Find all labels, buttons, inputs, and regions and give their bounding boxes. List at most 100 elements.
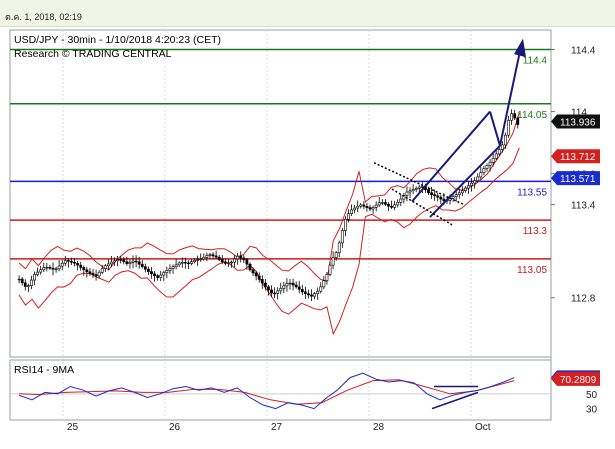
candle-body: [516, 117, 520, 125]
candle-body: [359, 204, 363, 207]
candle-body: [33, 274, 36, 281]
arrow-up-leg: [499, 46, 522, 146]
candle-body: [73, 262, 76, 264]
candle-body: [162, 272, 166, 276]
candle-body: [76, 262, 80, 266]
candle-body: [36, 271, 39, 275]
candle-body: [193, 259, 196, 263]
candle-body: [165, 270, 169, 273]
candle-body: [337, 242, 341, 254]
candle-body: [510, 113, 514, 121]
candle-body: [251, 269, 255, 274]
candle-body: [457, 192, 461, 196]
candle-body: [199, 258, 203, 261]
candle-body: [208, 254, 212, 256]
candle-body: [417, 186, 421, 189]
candle-body: [267, 286, 270, 291]
candle-body: [214, 255, 218, 258]
candle-body: [242, 257, 246, 261]
candle-body: [245, 259, 249, 265]
candle-body: [60, 262, 64, 267]
candle-body: [279, 288, 283, 292]
candle-body: [310, 294, 313, 297]
price-tag-label: 113.936: [560, 117, 596, 128]
candle-body: [430, 192, 433, 195]
candle-body: [70, 261, 73, 263]
price-tag-bg: [551, 114, 600, 129]
candle-body: [482, 168, 486, 173]
candle-body: [436, 195, 440, 198]
y-tick-label: 113.4: [571, 201, 596, 212]
x-tick-label: 26: [169, 422, 181, 433]
candle-body: [380, 202, 384, 204]
candle-body: [500, 144, 504, 150]
candle-body: [411, 189, 415, 192]
candle-body: [273, 292, 277, 295]
candle-body: [17, 278, 21, 281]
candle-body: [131, 260, 135, 263]
candle-body: [177, 262, 181, 266]
candle-body: [26, 285, 30, 287]
candle-body: [374, 204, 378, 208]
channel-lower: [429, 144, 501, 218]
candle-body: [497, 149, 501, 155]
candle-body: [371, 207, 375, 210]
rsi-tick-label: 50: [586, 390, 598, 401]
candle-body: [396, 202, 400, 206]
candle-body: [227, 262, 230, 264]
candle-body: [94, 274, 98, 277]
candle-body: [63, 260, 67, 264]
candle-body: [100, 268, 104, 273]
candle-body: [88, 271, 92, 274]
arrow-down-leg: [489, 111, 501, 146]
candle-body: [433, 194, 437, 197]
candle-body: [322, 280, 326, 288]
candle-body: [113, 260, 116, 263]
candle-body: [325, 274, 329, 281]
candle-body: [82, 267, 86, 271]
rsi-ma-line: [19, 379, 515, 405]
price-panel: [9, 29, 552, 358]
candle-body: [187, 262, 190, 265]
candle-body: [427, 189, 430, 194]
candle-body: [230, 261, 233, 264]
candle-body: [319, 286, 323, 292]
candle-body: [39, 269, 43, 273]
candle-body: [257, 275, 261, 280]
candle-body: [399, 198, 403, 203]
candle-body: [368, 207, 372, 210]
candle-body: [125, 261, 129, 264]
price-tag-bg: [551, 149, 600, 164]
candle-body: [202, 257, 206, 260]
candle-body: [57, 265, 61, 270]
candle-body: [390, 205, 393, 208]
price-candles: [17, 109, 520, 302]
candle-body: [513, 113, 517, 119]
candle-body: [66, 260, 70, 262]
candle-body: [294, 284, 298, 288]
candle-body: [405, 191, 409, 196]
candle-body: [233, 258, 236, 263]
vertical-gridlines: [62, 30, 472, 420]
candle-body: [285, 283, 289, 287]
candle-body: [460, 190, 464, 194]
rsi-panel: [9, 359, 552, 421]
candle-body: [128, 262, 132, 264]
x-tick-label: 27: [271, 422, 283, 433]
candle-body: [248, 263, 252, 271]
candle-body: [365, 205, 369, 208]
candle-body: [328, 264, 332, 275]
candle-body: [313, 293, 317, 297]
candle-body: [168, 268, 172, 271]
candle-body: [54, 268, 58, 270]
candle-body: [507, 119, 510, 136]
candle-body: [491, 158, 495, 163]
candle-body: [110, 261, 113, 265]
candle-body: [103, 265, 107, 269]
candle-body: [343, 218, 347, 231]
candle-body: [143, 266, 147, 270]
level-label: 113.05: [517, 265, 547, 276]
candle-body: [171, 266, 175, 269]
level-label: 114.05: [517, 110, 547, 121]
